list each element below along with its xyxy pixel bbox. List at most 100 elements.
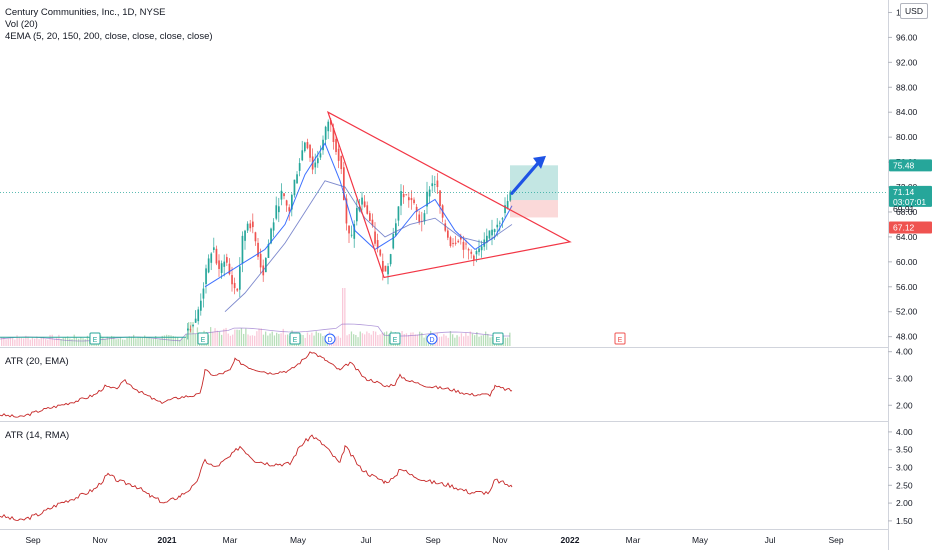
volume-bar	[452, 334, 454, 346]
volume-bar	[104, 338, 106, 346]
candle-body	[231, 275, 233, 285]
volume-bar	[405, 333, 408, 346]
candle-body	[319, 153, 322, 158]
candle-body	[428, 189, 431, 197]
volume-bar	[381, 332, 383, 346]
candle-body	[384, 265, 387, 272]
volume-bar	[469, 331, 471, 346]
candle-body	[317, 158, 319, 164]
volume-bar	[194, 333, 196, 346]
volume-bar	[254, 335, 256, 346]
candle-body	[348, 225, 350, 234]
volume-bar	[414, 334, 416, 346]
candle-body	[379, 249, 382, 256]
volume-bar	[251, 335, 254, 346]
volume-bar	[27, 336, 29, 346]
stop-price-tag-text: 67.12	[893, 222, 915, 232]
candle-body	[283, 193, 285, 197]
candle-body	[285, 200, 288, 206]
volume-bar	[34, 338, 36, 346]
volume-bar	[313, 335, 315, 346]
dividend-marker	[324, 333, 336, 345]
price-axis-tick-label: 84.00	[896, 107, 918, 117]
candle-body	[392, 233, 395, 249]
candle-body	[194, 318, 197, 323]
volume-bar	[403, 334, 405, 346]
volume-bar	[287, 334, 289, 346]
volume-bar	[23, 338, 25, 346]
candle-body	[462, 241, 465, 250]
volume-bar	[383, 332, 386, 346]
volume-bar	[144, 335, 146, 346]
volume-bar	[111, 335, 113, 346]
event-marker-e: E	[389, 332, 401, 345]
volume-bar	[218, 331, 221, 346]
candle-body	[272, 222, 275, 231]
candle-body	[202, 288, 205, 299]
volume-bar	[7, 338, 9, 346]
candle-body	[402, 194, 405, 198]
breakout-arrow-shaft	[510, 159, 542, 195]
volume-ma-line	[0, 323, 511, 342]
volume-bar	[69, 338, 71, 346]
volume-bar	[401, 330, 403, 346]
volume-bar	[82, 338, 84, 346]
volume-bar	[311, 332, 313, 346]
candle-body	[304, 142, 306, 152]
currency-selector[interactable]: USD	[900, 3, 928, 19]
volume-bar	[276, 332, 278, 346]
volume-bar	[335, 336, 337, 346]
volume-bar	[357, 337, 359, 346]
candle-body	[457, 240, 460, 243]
volume-bar	[491, 336, 493, 346]
candle-body	[187, 328, 189, 331]
atr-rma-axis-tick-label: 2.50	[896, 480, 913, 490]
volume-bar	[480, 335, 482, 346]
candle-body	[189, 329, 192, 331]
candle-body	[226, 257, 228, 263]
candle-body	[366, 205, 369, 214]
time-axis-tick-label: Sep	[25, 535, 40, 545]
event-marker-d: D	[426, 333, 438, 345]
price-axis-tick-label: 68.00	[896, 207, 918, 217]
volume-bar	[278, 333, 280, 346]
volume-bar	[306, 332, 309, 346]
candle-body	[452, 242, 454, 244]
candle-body	[504, 205, 506, 214]
volume-bar	[282, 328, 284, 346]
candle-body	[475, 251, 478, 255]
volume-bar	[421, 332, 423, 346]
candle-body	[470, 251, 473, 254]
volume-bar	[148, 337, 150, 346]
volume-bar	[379, 334, 381, 346]
volume-bar	[130, 336, 133, 346]
candle-body	[270, 228, 272, 244]
volume-bar	[322, 336, 324, 346]
volume-bar	[18, 336, 20, 346]
volume-bar	[225, 327, 227, 346]
volume-bar	[5, 339, 7, 346]
volume-bar	[100, 335, 102, 346]
candle-body	[345, 198, 348, 224]
candle-body	[265, 258, 267, 273]
volume-bar	[467, 335, 469, 346]
volume-bar	[361, 333, 364, 346]
volume-bar	[36, 336, 38, 346]
candle-body	[491, 229, 493, 236]
candle-body	[454, 242, 457, 244]
chart-title: Century Communities, Inc., 1D, NYSE	[5, 7, 166, 18]
candle-body	[506, 201, 509, 209]
volume-bar	[157, 339, 159, 346]
volume-bar	[210, 327, 212, 346]
volume-bar	[170, 335, 172, 346]
volume-bar	[150, 338, 152, 346]
volume-bar	[216, 330, 218, 346]
earnings-marker	[492, 332, 504, 345]
atr-rma-line	[0, 434, 513, 521]
candle-body	[413, 199, 415, 204]
volume-bar	[31, 337, 34, 346]
volume-bar	[304, 337, 306, 346]
entry-price-tag-text: 69.91	[893, 204, 915, 214]
volume-bar	[12, 337, 14, 346]
